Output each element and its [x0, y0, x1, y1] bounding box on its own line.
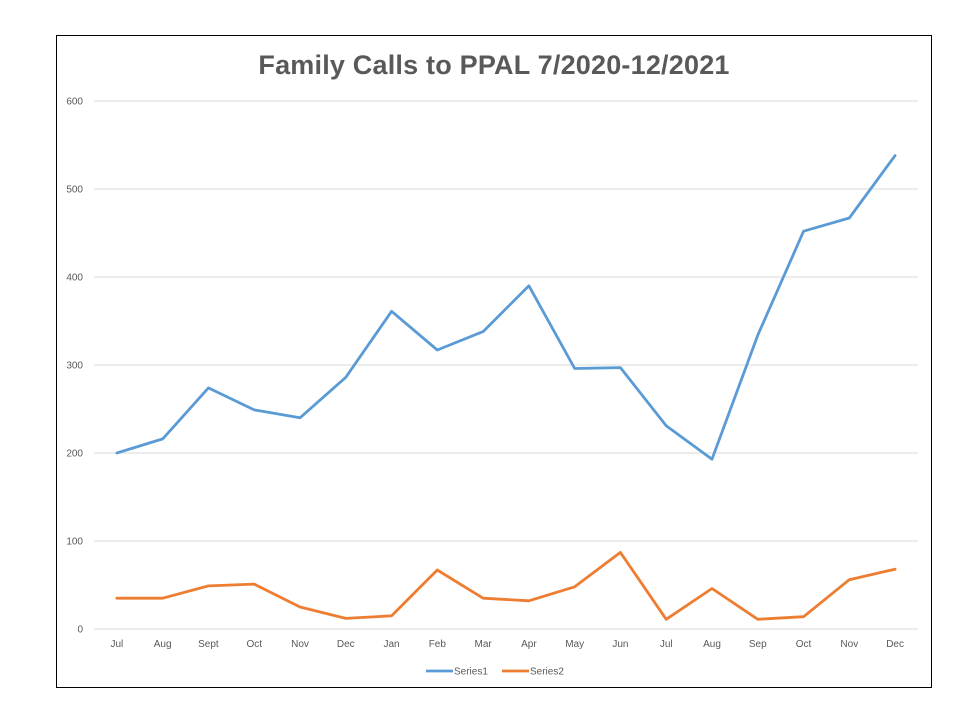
y-axis-ticks: 0 100 200 300 400 500 600 — [66, 97, 83, 636]
y-tick-label: 500 — [66, 185, 83, 196]
series-lines — [115, 154, 897, 621]
x-tick-label: Jul — [660, 639, 673, 650]
x-tick-label: Oct — [246, 639, 262, 650]
chart-title: Family Calls to PPAL 7/2020-12/2021 — [258, 50, 730, 80]
x-tick-label: Dec — [886, 639, 904, 650]
x-tick-label: Aug — [703, 639, 721, 650]
x-tick-label: Jun — [612, 639, 628, 650]
y-tick-label: 300 — [66, 361, 83, 372]
x-tick-label: Sep — [749, 639, 767, 650]
y-tick-label: 600 — [66, 97, 83, 108]
series-line-series1 — [115, 154, 897, 461]
y-tick-label: 400 — [66, 273, 83, 284]
x-tick-label: Dec — [337, 639, 355, 650]
y-tick-label: 200 — [66, 449, 83, 460]
series-line-series2 — [115, 551, 897, 621]
x-tick-label: Sept — [198, 639, 219, 650]
x-tick-label: Aug — [154, 639, 172, 650]
y-tick-label: 0 — [77, 625, 83, 636]
x-tick-label: Mar — [474, 639, 492, 650]
x-tick-label: Apr — [521, 639, 537, 650]
gridlines — [94, 100, 918, 630]
x-tick-label: Feb — [429, 639, 447, 650]
x-tick-label: Jan — [383, 639, 399, 650]
x-tick-label: Nov — [291, 639, 309, 650]
y-tick-label: 100 — [66, 537, 83, 548]
x-tick-label: Oct — [796, 639, 812, 650]
legend-label: Series1 — [454, 667, 488, 678]
legend-label: Series2 — [530, 667, 564, 678]
x-axis-ticks: Jul Aug Sept Oct Nov Dec Jan Feb Mar Apr May Jun Jul… — [110, 639, 904, 650]
x-tick-label: Nov — [840, 639, 858, 650]
x-tick-label: Jul — [110, 639, 123, 650]
legend: Series1 Series2 — [426, 667, 564, 678]
chart-frame — [56, 35, 932, 688]
x-tick-label: May — [565, 639, 584, 650]
